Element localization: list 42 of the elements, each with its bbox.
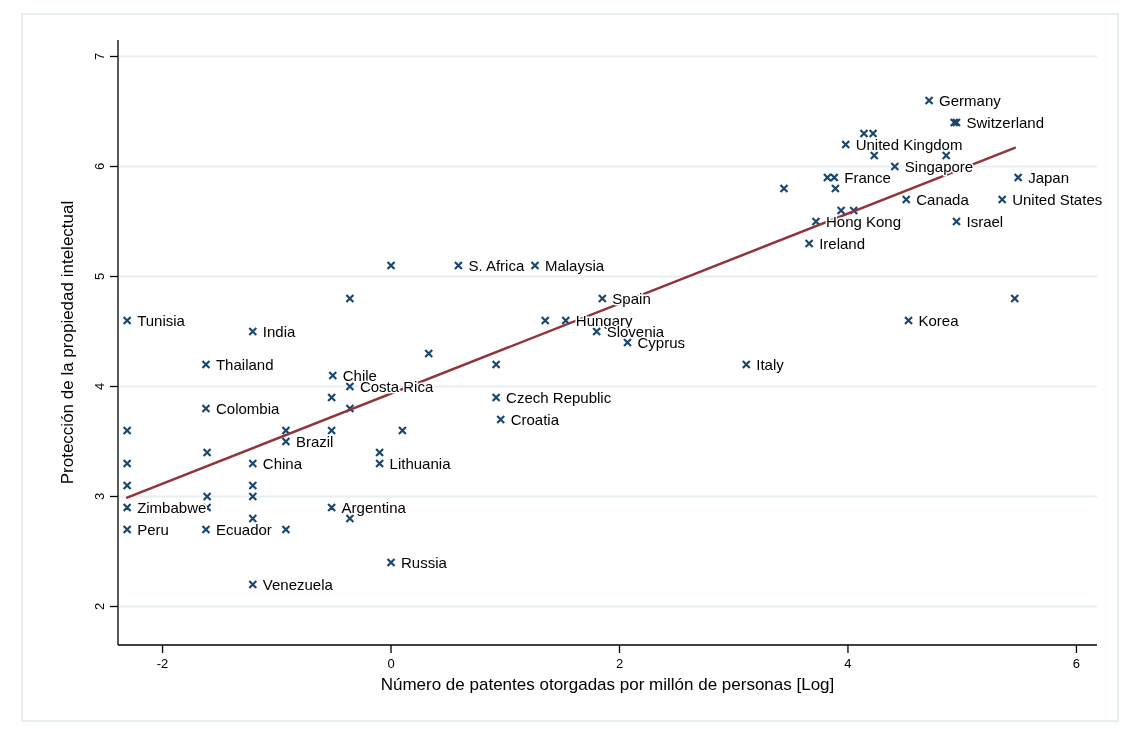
annotation: Peru xyxy=(137,520,169,538)
annotation: France xyxy=(844,168,891,186)
y-axis-title: Protección de la propiedad intelectual xyxy=(58,200,77,485)
annotation: Lithuania xyxy=(389,454,452,472)
y-tick-label: 3 xyxy=(92,492,107,501)
annotation: Brazil xyxy=(295,432,334,450)
annotation: Malaysia xyxy=(544,256,605,274)
x-axis-title: Número de patentes otorgadas por millón de personas [Log] xyxy=(380,675,835,694)
annotation: Colombia xyxy=(215,399,280,417)
y-tick-label: 4 xyxy=(92,382,107,391)
x-tick-label: 2 xyxy=(615,656,624,671)
annotation: Israel xyxy=(966,212,1004,230)
annotation: Germany xyxy=(939,91,1002,109)
x-tick-label: 4 xyxy=(844,656,852,671)
y-tick-label: 6 xyxy=(92,162,107,171)
annotation: Russia xyxy=(401,553,448,571)
annotation: Japan xyxy=(1028,168,1070,186)
y-tick-label: 7 xyxy=(92,52,107,61)
annotation: United Kingdom xyxy=(855,135,963,153)
annotation: Switzerland xyxy=(966,113,1045,131)
annotation: Korea xyxy=(918,311,960,329)
annotation: S. Africa xyxy=(468,256,525,274)
annotation: Argentina xyxy=(341,498,407,516)
annotation: Zimbabwe xyxy=(137,498,207,516)
annotation: Czech Republic xyxy=(506,388,612,406)
annotation: India xyxy=(262,322,296,340)
annotation: Canada xyxy=(916,190,970,208)
annotation: Ireland xyxy=(819,234,865,252)
y-tick-label: 5 xyxy=(92,272,107,281)
annotation: Venezuela xyxy=(262,575,334,593)
annotation: Ecuador xyxy=(215,520,272,538)
x-tick-label: -2 xyxy=(156,656,169,671)
annotation: Thailand xyxy=(215,355,274,373)
y-tick-label: 2 xyxy=(92,602,107,611)
x-tick-label: 0 xyxy=(387,656,395,671)
annotation: China xyxy=(262,454,303,472)
annotation: United States xyxy=(1012,190,1103,208)
x-tick-label: 6 xyxy=(1072,656,1081,671)
annotation: Tunisia xyxy=(137,311,186,329)
annotation: Hong Kong xyxy=(825,212,902,230)
annotation: Croatia xyxy=(510,410,560,428)
annotation: Italy xyxy=(756,355,785,373)
